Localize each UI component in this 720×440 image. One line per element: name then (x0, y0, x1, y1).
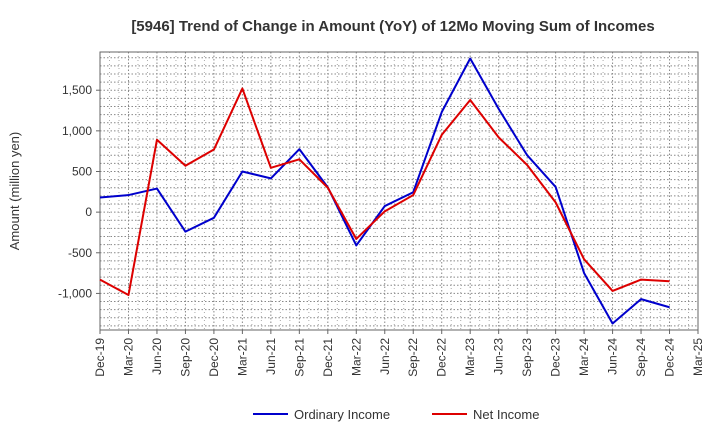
y-tick-label: 1,000 (62, 124, 92, 138)
series-lines (99, 57, 670, 325)
x-tick-label: Dec-19 (93, 338, 107, 377)
x-tick-label: Dec-23 (549, 338, 563, 377)
x-tick-label: Sep-20 (178, 338, 192, 377)
x-axis-ticks: Dec-19 Mar-20 Jun-20 Sep-20 Dec-20 Mar-21 Jun-… (93, 330, 705, 377)
x-tick-label: Dec-20 (207, 338, 221, 377)
plot-frame (99, 51, 699, 331)
x-tick-label: Mar-22 (349, 338, 363, 376)
series-line-ordinary-income (99, 57, 670, 325)
x-tick-label: Dec-21 (321, 338, 335, 377)
legend-label-net-income: Net Income (473, 407, 539, 422)
x-tick-label: Mar-21 (235, 338, 249, 376)
x-tick-label: Dec-24 (663, 338, 677, 377)
series-line-net-income (99, 87, 670, 297)
x-tick-label: Mar-20 (121, 338, 135, 376)
x-tick-label: Sep-22 (406, 338, 420, 377)
y-tick-label: -500 (68, 246, 92, 260)
y-axis-label: Amount (million yen) (7, 132, 22, 251)
x-tick-label: Sep-21 (292, 338, 306, 377)
x-tick-label: Jun-22 (378, 338, 392, 375)
x-tick-label: Jun-20 (150, 338, 164, 375)
x-tick-label: Sep-24 (634, 338, 648, 377)
x-tick-label: Jun-24 (606, 338, 620, 375)
y-tick-label: -1,000 (58, 286, 92, 300)
x-tick-label: Mar-25 (691, 338, 705, 376)
chart-title: [5946] Trend of Change in Amount (YoY) o… (131, 18, 654, 35)
x-tick-label: Sep-23 (520, 338, 534, 377)
x-tick-label: Mar-23 (463, 338, 477, 376)
x-tick-label: Jun-21 (264, 338, 278, 375)
x-tick-label: Jun-23 (492, 338, 506, 375)
legend: Ordinary Income Net Income (253, 407, 539, 422)
y-tick-label: 1,500 (62, 83, 92, 97)
x-tick-label: Dec-22 (435, 338, 449, 377)
y-tick-label: 0 (85, 205, 92, 219)
legend-label-ordinary-income: Ordinary Income (294, 407, 390, 422)
y-tick-label: 500 (72, 164, 92, 178)
grid (99, 52, 699, 330)
x-tick-label: Mar-24 (577, 338, 591, 376)
y-axis-ticks: -1,000 -500 0 500 1,000 1,500 (58, 83, 100, 300)
